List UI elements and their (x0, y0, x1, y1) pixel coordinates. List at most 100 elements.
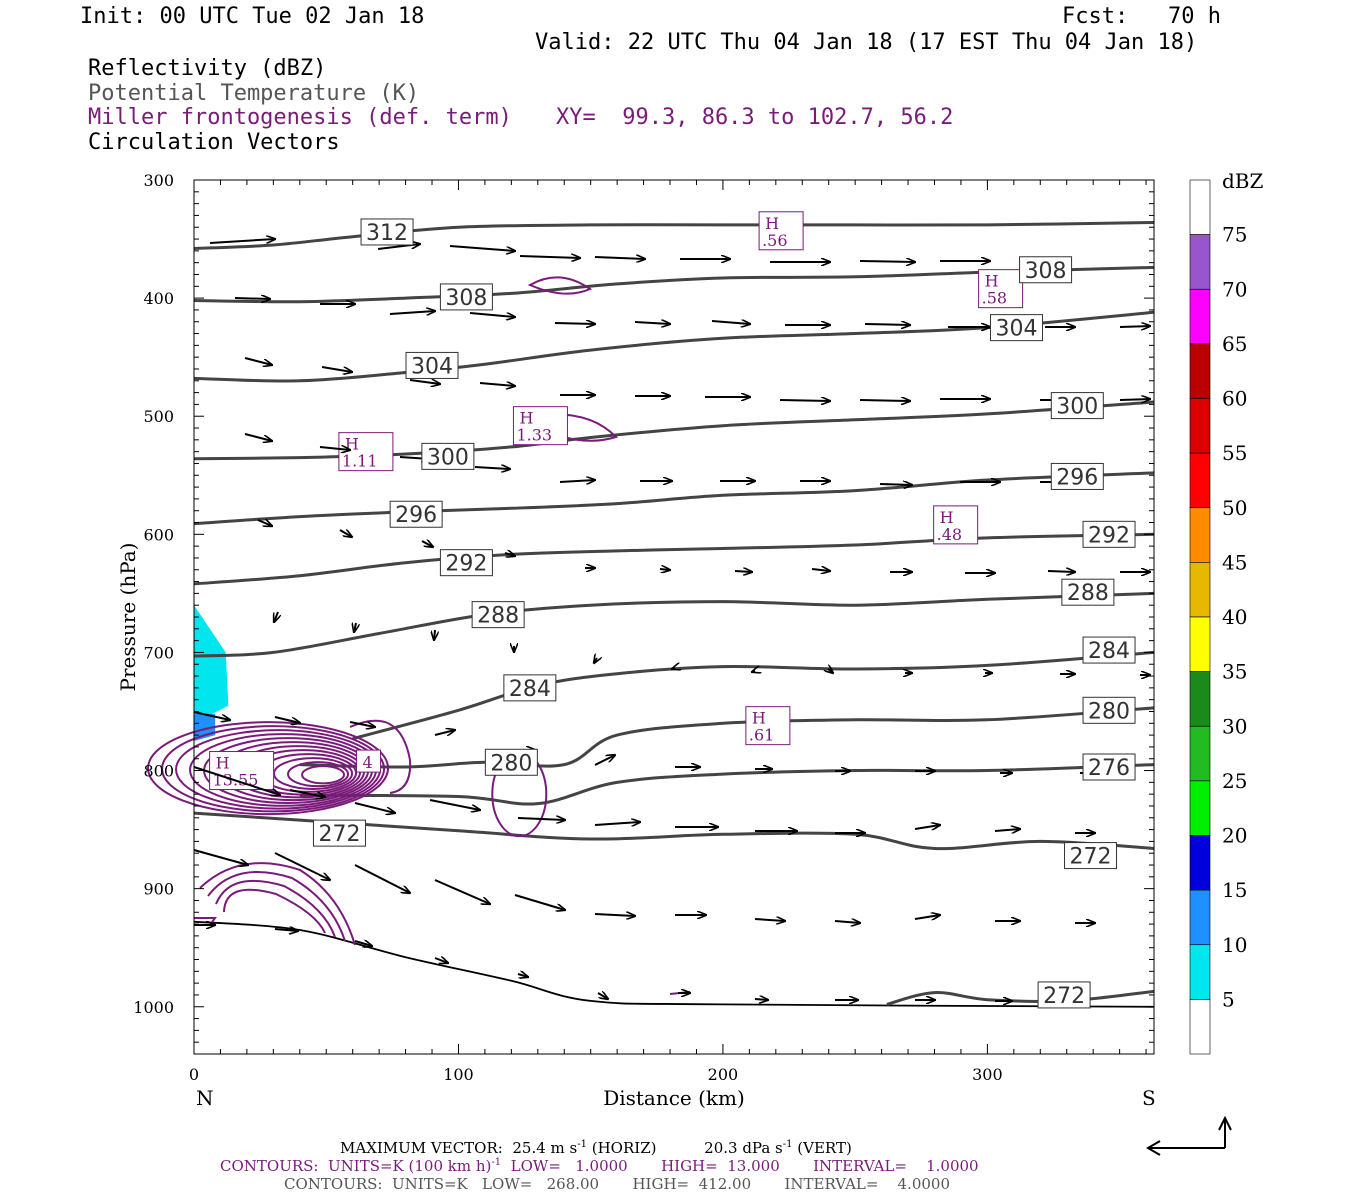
circulation-vector (504, 553, 515, 556)
theta-label-292-b: 292 (1088, 523, 1130, 548)
theta-label-280-b-box (1082, 696, 1136, 724)
circulation-vector (449, 245, 515, 251)
theta-label-284-b-box (1082, 636, 1136, 664)
frontogenesis-max-value: .48 (937, 525, 962, 544)
circulation-vector (354, 802, 395, 813)
frontogenesis-max-label: H (940, 508, 954, 527)
reference-vector-icon (1146, 1115, 1232, 1156)
circulation-vector (339, 530, 352, 537)
x-tick-label: 0 (189, 1065, 199, 1084)
circulation-vector (421, 541, 433, 547)
circulation-vector (257, 520, 272, 526)
theta-label-276-box (1082, 753, 1136, 781)
theta-contour-312 (193, 221, 1155, 250)
frontogenesis-max-label: 4 (363, 753, 373, 772)
footer-contours-theta: CONTOURS: UNITS=K LOW= 268.00 HIGH= 412.… (284, 1175, 950, 1193)
circulation-vector (672, 668, 675, 669)
circulation-vector (594, 914, 635, 916)
circulation-vector (834, 921, 860, 923)
theta-contour-280 (299, 706, 1155, 769)
theta-label-304-b-box (989, 314, 1043, 342)
circulation-vector (1119, 326, 1150, 327)
circulation-vector (517, 974, 528, 977)
circulation-vector (594, 822, 640, 825)
colorbar-swatch (1189, 343, 1211, 399)
colorbar-label: 60 (1222, 387, 1247, 411)
frontogenesis-max-box (356, 749, 382, 773)
circulation-vector (779, 400, 830, 401)
frontogenesis-max-value: .58 (982, 289, 1007, 308)
forecast-hour: Fcst: 70 h (1062, 4, 1221, 29)
theta-label-288: 288 (477, 604, 519, 629)
colorbar-label: 70 (1222, 277, 1247, 301)
field-circulation-vectors: Circulation Vectors (88, 130, 340, 155)
field-reflectivity: Reflectivity (dBZ) (88, 56, 327, 81)
colorbar-label: 55 (1222, 441, 1247, 465)
circulation-vector (193, 849, 248, 865)
circulation-vector (754, 919, 785, 921)
frontogenesis-contour (207, 871, 346, 942)
theta-label-272-b-box (1064, 842, 1118, 870)
circulation-vector (754, 999, 768, 1000)
theta-label-308-b: 308 (1025, 259, 1067, 284)
theta-label-296-b-box (1050, 462, 1104, 490)
colorbar-swatch (1189, 780, 1211, 836)
circulation-vector (434, 879, 490, 904)
circulation-vector (517, 818, 565, 820)
theta-label-288-b: 288 (1067, 581, 1109, 606)
theta-label-296: 296 (395, 503, 437, 528)
theta-label-280: 280 (490, 751, 532, 776)
circulation-vector (879, 484, 912, 485)
y-tick-label: 700 (143, 643, 174, 662)
theta-contour-292 (193, 532, 1155, 586)
circulation-vector (354, 864, 410, 893)
circulation-vector (434, 629, 435, 640)
cross-section-xy: XY= 99.3, 86.3 to 102.7, 56.2 (556, 105, 954, 130)
y-tick-label: 1000 (133, 998, 174, 1017)
circulation-vector (469, 312, 515, 317)
circulation-vector (811, 569, 830, 571)
colorbar-swatch (1189, 835, 1211, 891)
y-axis-label: Pressure (hPa) (116, 543, 140, 692)
theta-contour-288 (193, 591, 1155, 658)
circulation-vector (734, 571, 752, 572)
circulation-vector (434, 730, 455, 735)
circulation-vector (711, 321, 750, 324)
circulation-vector (864, 324, 910, 325)
theta-label-296-box (389, 500, 443, 528)
theta-contour-304 (193, 310, 1155, 383)
circulation-vector (474, 467, 510, 469)
circulation-vector (354, 941, 372, 946)
colorbar-swatch (1189, 288, 1211, 345)
frontogenesis-max-box (745, 706, 791, 746)
frontogenesis-contour (301, 765, 346, 785)
x-tick-label: 100 (443, 1065, 474, 1084)
frontogenesis-contour (199, 862, 356, 946)
theta-contour-308 (193, 265, 1155, 304)
circulation-vector (594, 755, 615, 766)
colorbar-swatch (1189, 944, 1211, 1000)
y-tick-label: 500 (143, 407, 174, 426)
circulation-vector (1119, 399, 1150, 400)
colorbar-label: 45 (1222, 550, 1247, 574)
circulation-vector (859, 400, 910, 401)
y-tick-label: 800 (143, 762, 174, 781)
footer-contours-frontogenesis: CONTOURS: UNITS=K (100 km h)-1 LOW= 1.00… (220, 1157, 979, 1175)
colorbar-swatch (1189, 562, 1211, 618)
frontogenesis-contour (161, 725, 386, 813)
colorbar-swatch (1189, 234, 1211, 290)
circulation-vector (594, 257, 645, 259)
circulation-vector (434, 958, 448, 963)
circulation-vector (289, 789, 325, 797)
circulation-vector (274, 852, 330, 880)
frontogenesis-max-box (933, 505, 979, 545)
circulation-vector (994, 829, 1020, 831)
theta-label-296-b: 296 (1056, 465, 1098, 490)
frontogenesis-max-label: H (752, 709, 766, 728)
colorbar-label: 5 (1222, 987, 1235, 1011)
circulation-vector (914, 915, 940, 919)
colorbar-swatch (1189, 725, 1211, 782)
colorbar-swatch (1189, 179, 1211, 235)
theta-label-280-b: 280 (1088, 699, 1130, 724)
colorbar-swatch (1189, 616, 1211, 672)
